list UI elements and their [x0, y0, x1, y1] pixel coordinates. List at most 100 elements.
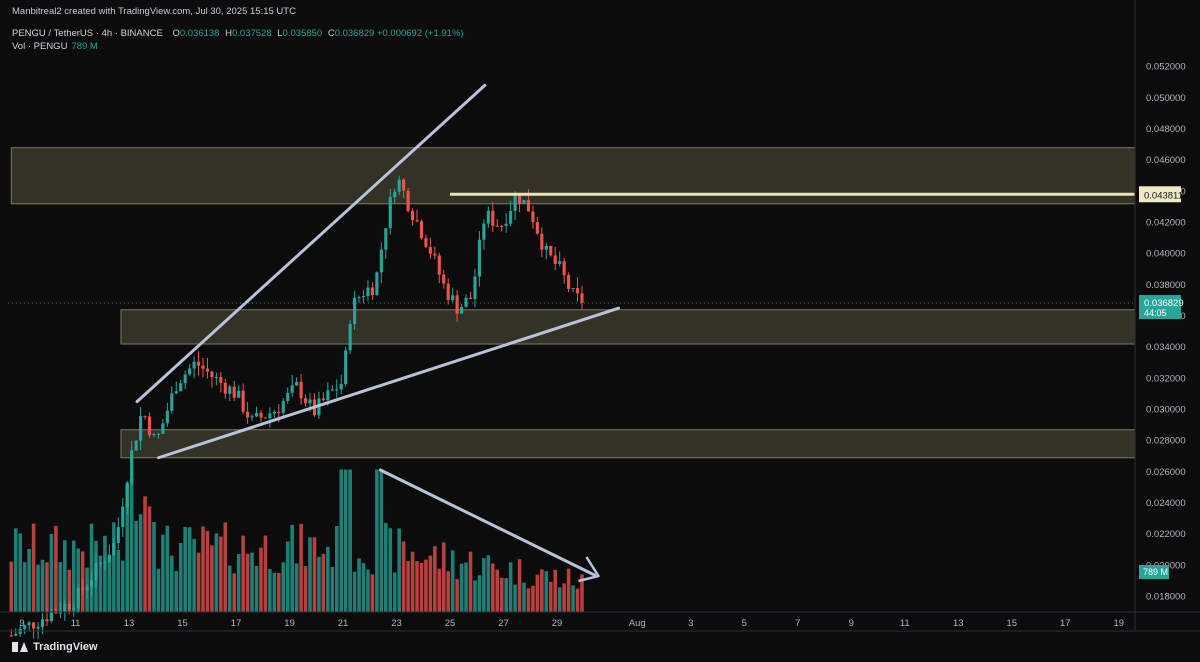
volume-bar	[384, 522, 388, 612]
candle-body	[410, 211, 415, 221]
time-tick-label: 19	[1113, 618, 1124, 629]
volume-bar	[67, 569, 72, 612]
candle-body	[147, 416, 152, 436]
volume-bar	[76, 548, 80, 612]
candle-body	[357, 297, 361, 299]
current-price-text: 0.036829	[1144, 298, 1184, 309]
volume-bar	[540, 569, 544, 612]
candle-body	[477, 239, 481, 277]
candle-body	[482, 223, 486, 240]
volume-bar	[178, 542, 183, 612]
volume-bar	[125, 485, 129, 612]
volume-bar	[299, 523, 303, 612]
volume-bar	[455, 579, 459, 612]
volume-bar	[580, 574, 584, 612]
volume-bar	[326, 546, 330, 612]
candle-layer	[9, 175, 584, 639]
candle-body	[513, 195, 517, 212]
price-tick-label: 0.050000	[1146, 93, 1186, 104]
candle-body	[393, 191, 397, 198]
tradingview-logo[interactable]: TradingView	[12, 641, 98, 653]
volume-bar	[321, 554, 326, 612]
volume-bar	[290, 524, 294, 612]
price-tick-label: 0.034000	[1146, 342, 1186, 353]
candle-body	[460, 307, 464, 314]
volume-bar	[27, 548, 31, 612]
candle-body	[344, 350, 348, 384]
candle-body	[205, 368, 210, 372]
candle-body	[437, 255, 441, 275]
volume-bar	[22, 562, 27, 612]
volume-bar	[437, 568, 442, 612]
volume-bar	[241, 535, 245, 612]
current-volume-text: 789 M	[1143, 567, 1168, 577]
volume-bar	[433, 546, 437, 612]
volume-bar	[183, 526, 187, 612]
volume-bar	[98, 555, 103, 612]
price-tick-label: 0.042000	[1146, 217, 1186, 228]
candle-body	[549, 245, 553, 256]
volume-bar	[107, 555, 112, 612]
price-tick-label: 0.024000	[1146, 498, 1186, 509]
candle-body	[406, 190, 410, 212]
candle-body	[361, 295, 366, 298]
candle-body	[558, 261, 562, 264]
candle-body	[544, 245, 548, 250]
candle-body	[165, 410, 169, 424]
candle-body	[246, 411, 250, 418]
candle-body	[339, 383, 343, 390]
time-tick-label: 17	[1060, 618, 1071, 629]
volume-bar	[254, 565, 259, 612]
candle-body	[9, 635, 13, 637]
candle-body	[571, 288, 575, 290]
tradingview-icon	[12, 642, 28, 652]
time-tick-label: 13	[124, 618, 135, 629]
candle-body	[223, 382, 227, 394]
volume-bar	[517, 559, 522, 612]
price-tick-label: 0.028000	[1146, 436, 1186, 447]
volume-bar	[250, 552, 254, 612]
current-volume-label: 789 M	[1139, 565, 1169, 579]
time-tick-label: 25	[445, 618, 456, 629]
candle-body	[89, 580, 94, 587]
volume-bar	[486, 555, 491, 612]
volume-bar	[45, 562, 49, 612]
candle-body	[540, 233, 544, 250]
volume-bar	[245, 553, 250, 612]
price-tick-label: 0.026000	[1146, 467, 1186, 478]
candle-body	[232, 386, 236, 398]
candle-body	[442, 274, 446, 284]
candle-body	[161, 423, 165, 434]
volume-bar	[535, 574, 540, 612]
volume-bar	[357, 558, 361, 612]
ohlc-close: C0.036829	[325, 28, 377, 39]
countdown-text: 44:05	[1144, 308, 1167, 318]
volume-bar	[419, 562, 424, 612]
volume-bar	[406, 561, 410, 612]
volume-bar	[392, 572, 397, 612]
candle-body	[54, 612, 58, 614]
volume-legend[interactable]: Vol · PENGU 789 M	[12, 41, 98, 52]
volume-bar	[553, 569, 557, 612]
candle-body	[553, 255, 557, 264]
candle-body	[112, 542, 116, 555]
candle-body	[98, 562, 103, 564]
candle-body	[535, 221, 539, 234]
volume-bar	[548, 581, 553, 612]
time-tick-label: 17	[231, 618, 242, 629]
volume-bar	[89, 523, 94, 612]
symbol-name[interactable]: PENGU / TetherUS · 4h · BINANCE	[12, 28, 163, 39]
candle-body	[183, 374, 187, 384]
candle-body	[455, 295, 459, 314]
candle-body	[299, 381, 303, 399]
volume-bar	[161, 534, 165, 612]
candle-body	[491, 210, 495, 226]
candle-body	[526, 200, 531, 212]
volume-bar	[473, 580, 477, 612]
volume-bar	[71, 540, 76, 612]
volume-down-arrow	[378, 468, 596, 577]
symbol-legend[interactable]: PENGU / TetherUS · 4h · BINANCE O0.03613…	[12, 28, 464, 39]
candle-body	[433, 253, 437, 256]
price-tick-label: 0.030000	[1146, 404, 1186, 415]
